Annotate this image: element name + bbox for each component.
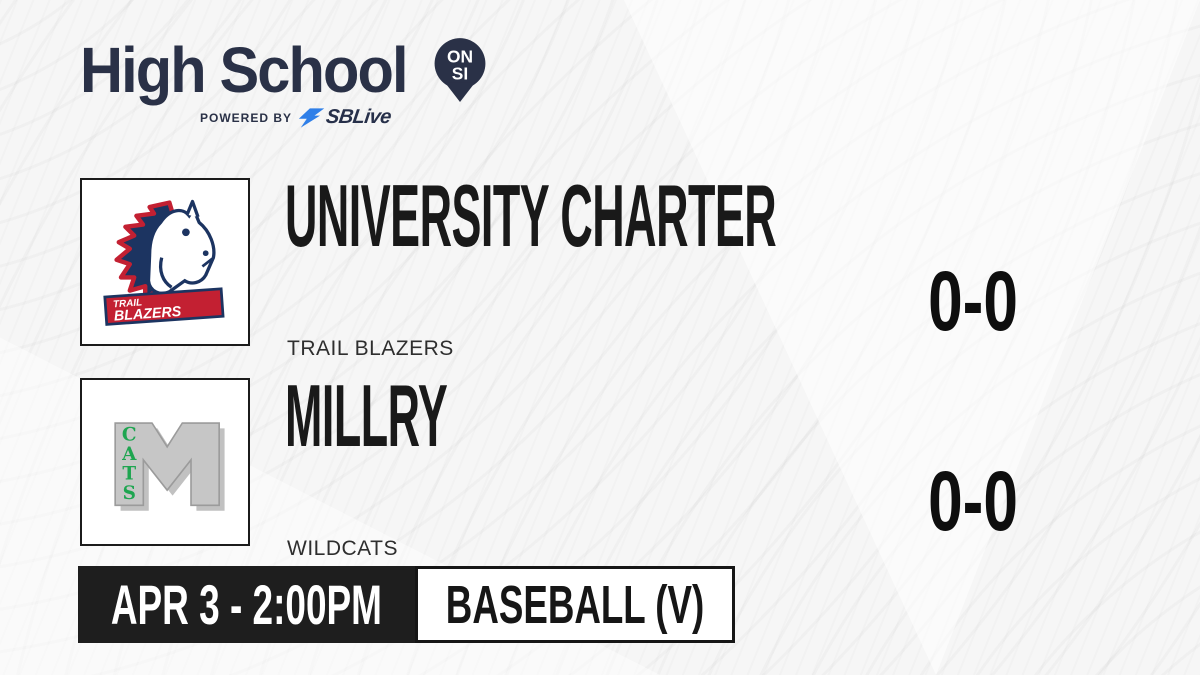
cats-letter-a: A: [121, 444, 137, 465]
powered-by-label: POWERED BY: [200, 110, 293, 125]
powered-by-row: POWERED BY SBLive: [200, 106, 392, 129]
brand-title: High School: [80, 34, 409, 106]
university-charter-trail-blazers-horse-logo: TRAIL BLAZERS: [103, 199, 225, 326]
banner-text-blazers: BLAZERS: [113, 304, 182, 325]
team2-name: MILLRY: [285, 366, 448, 465]
sblive-wordmark: SBLive: [324, 106, 393, 128]
sport-level-box: BASEBALL (V): [415, 566, 735, 643]
team1-mascot: TRAIL BLAZERS: [287, 337, 454, 360]
brand-header: High School ON SI POWERED BY SBLive: [80, 38, 600, 133]
trail-blazers-banner: TRAIL BLAZERS: [103, 287, 225, 326]
cats-letter-s: S: [123, 483, 136, 504]
cats-letter-t: T: [122, 463, 136, 484]
game-datetime: APR 3 - 2:00PM: [110, 572, 383, 636]
team2-logo-box: C A T S: [80, 378, 250, 546]
team1-record: 0-0: [928, 254, 1018, 348]
sport-level: BASEBALL (V): [445, 574, 705, 635]
cats-vertical-letters: C A T S: [121, 424, 137, 504]
team2-mascot: WILDCATS: [287, 537, 398, 560]
game-datetime-box: APR 3 - 2:00PM: [78, 566, 415, 643]
banner-text-trail: TRAIL: [113, 297, 143, 310]
millry-wildcats-m-logo: C A T S: [114, 422, 225, 511]
team1-logo-box: TRAIL BLAZERS: [80, 178, 250, 346]
on-si-location-pin-icon: ON SI: [429, 36, 491, 111]
pin-text-on: ON: [447, 46, 473, 66]
cats-letter-c: C: [122, 424, 137, 445]
sblive-logo: SBLive: [297, 106, 392, 129]
team1-name: UNIVERSITY CHARTER: [285, 166, 777, 265]
pin-text-si: SI: [452, 64, 468, 84]
sblive-bolt-icon: [298, 107, 325, 128]
team2-record: 0-0: [928, 454, 1018, 548]
